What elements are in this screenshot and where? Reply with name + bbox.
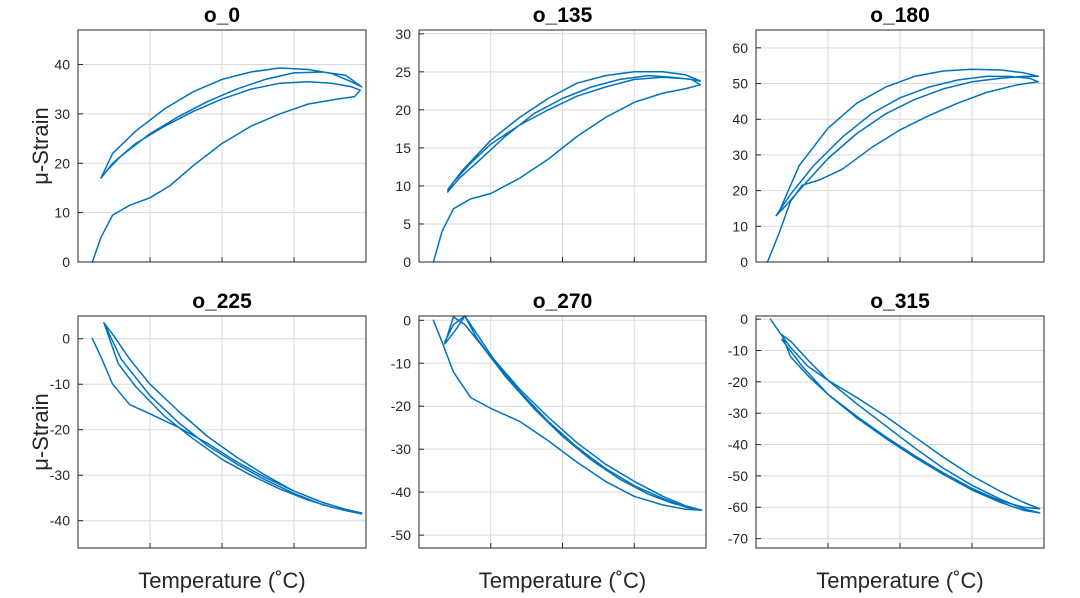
y-tick-label: 10: [395, 178, 411, 194]
series-line-o-315: [769, 318, 1041, 514]
panel-o-225: -40 -30 -20 -10 0 o_225 μ-Strain Temperature (˚…: [28, 290, 367, 593]
panel-o-0: 0 10 20 30 40 o_0 μ-Strain: [28, 4, 367, 270]
y-axis-label: μ-Strain: [28, 393, 53, 470]
panel-o-315: -70 -60 -50 -40 -30 -20 -10 0 o_315 Temperature (…: [728, 290, 1045, 593]
series-line-o-225: [91, 322, 363, 515]
y-tick-label: 0: [62, 331, 70, 347]
y-tick-label: 0: [62, 254, 70, 270]
panel-title: o_270: [533, 290, 593, 313]
series-line-o-180: [766, 68, 1039, 263]
y-tick-label: 20: [54, 155, 70, 171]
y-tick-label: -40: [728, 437, 748, 453]
series-line-o-270: [432, 315, 703, 511]
y-tick-label: -20: [391, 398, 411, 414]
y-tick-label: -70: [728, 531, 748, 547]
panel-title: o_315: [870, 290, 930, 313]
y-tick-label: -10: [391, 355, 411, 371]
y-tick-label: -40: [50, 513, 70, 529]
axes-frame: [418, 315, 707, 549]
x-axis-label: Temperature (˚C): [479, 568, 646, 593]
y-tick-label: 50: [732, 76, 748, 92]
y-tick-label: -50: [391, 527, 411, 543]
y-tick-label: 20: [395, 102, 411, 118]
panel-o-270: -50 -40 -30 -20 -10 0 o_270 Temperature (˚C): [391, 290, 707, 593]
y-tick-label: -10: [50, 376, 70, 392]
panel-o-135: 0 5 10 15 20 25 30 o_135: [395, 4, 707, 270]
y-axis-label: μ-Strain: [28, 107, 53, 184]
y-tick-label: 15: [395, 140, 411, 156]
y-tick-label: 0: [403, 312, 411, 328]
y-tick-label: 30: [395, 26, 411, 42]
y-tick-label: 30: [54, 106, 70, 122]
axes-frame: [418, 29, 707, 263]
y-tick-label: 30: [732, 147, 748, 163]
x-axis-label: Temperature (˚C): [138, 568, 305, 593]
y-tick-label: 10: [732, 218, 748, 234]
y-tick-label: -50: [728, 468, 748, 484]
y-tick-label: -30: [391, 441, 411, 457]
y-tick-label: 10: [54, 205, 70, 221]
axes-frame: [755, 29, 1045, 263]
series-line-o-135: [432, 71, 702, 263]
x-axis-label: Temperature (˚C): [816, 568, 983, 593]
panel-title: o_0: [204, 4, 240, 27]
y-tick-label: 40: [732, 111, 748, 127]
panel-o-180: 0 10 20 30 40 50 60 o_180: [732, 4, 1045, 270]
y-tick-label: -20: [50, 422, 70, 438]
y-tick-label: -60: [728, 499, 748, 515]
y-tick-label: 0: [740, 254, 748, 270]
y-tick-label: 20: [732, 183, 748, 199]
axes-frame: [755, 315, 1045, 549]
series-line-o-0: [91, 67, 363, 263]
y-tick-label: 60: [732, 40, 748, 56]
y-tick-label: -30: [50, 467, 70, 483]
axes-frame: [77, 315, 367, 549]
y-tick-label: -10: [728, 342, 748, 358]
y-tick-label: -40: [391, 484, 411, 500]
panel-title: o_135: [533, 4, 593, 27]
panel-title: o_225: [192, 290, 252, 313]
y-tick-label: -20: [728, 374, 748, 390]
axes-frame: [77, 29, 367, 263]
y-tick-label: 40: [54, 57, 70, 73]
y-tick-label: 25: [395, 64, 411, 80]
y-tick-label: 0: [403, 254, 411, 270]
y-tick-label: 0: [740, 311, 748, 327]
y-tick-label: -30: [728, 405, 748, 421]
y-tick-label: 5: [403, 216, 411, 232]
panel-title: o_180: [870, 4, 930, 27]
